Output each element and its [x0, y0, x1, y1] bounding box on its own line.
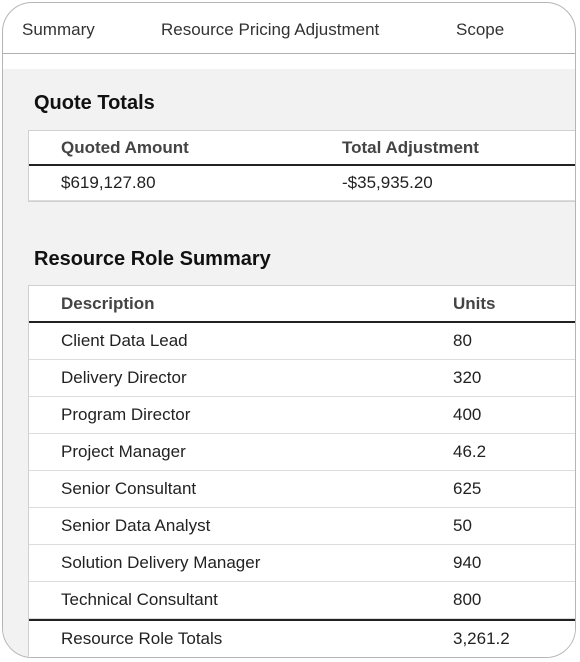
- cell: $619,127.80: [61, 173, 156, 192]
- cell: 400: [453, 405, 482, 424]
- table-row[interactable]: Senior Data Analyst 50: [29, 508, 575, 545]
- table-row[interactable]: Program Director 400: [29, 397, 575, 434]
- cell: Client Data Lead: [61, 331, 188, 350]
- table-row[interactable]: $619,127.80 -$35,935.20: [29, 166, 575, 201]
- section-title: Quote Totals: [34, 92, 155, 114]
- section-title: Resource Role Summary: [34, 248, 271, 270]
- cell: 3,261.2: [453, 629, 510, 648]
- column-header: Total Adjustment: [342, 137, 479, 157]
- cell: Project Manager: [61, 442, 186, 461]
- cell: Senior Data Analyst: [61, 516, 211, 535]
- column-header: Units: [453, 293, 496, 313]
- column-header: Quoted Amount: [61, 137, 189, 157]
- tab[interactable]: Summary: [22, 20, 95, 39]
- cell: Solution Delivery Manager: [61, 553, 261, 572]
- cell: 320: [453, 368, 482, 387]
- tab[interactable]: Resource Pricing Adjustment: [161, 20, 380, 39]
- table: Description Units Client Data Lead 80 Delive…: [28, 285, 575, 657]
- table-row[interactable]: Project Manager 46.2: [29, 434, 575, 471]
- cell: Technical Consultant: [61, 590, 218, 609]
- table-row[interactable]: Delivery Director 320: [29, 360, 575, 397]
- table: Quoted Amount Total Adjustment $619,127.80…: [28, 130, 575, 202]
- cell: 940: [453, 553, 482, 572]
- table-row[interactable]: Senior Consultant 625: [29, 471, 575, 508]
- cell: -$35,935.20: [342, 173, 433, 192]
- cell: 50: [453, 516, 472, 535]
- cell: 46.2: [453, 442, 487, 461]
- cell: 80: [453, 331, 472, 350]
- table-row[interactable]: Client Data Lead 80: [29, 323, 575, 360]
- cell: Delivery Director: [61, 368, 187, 387]
- cell: Program Director: [61, 405, 191, 424]
- tab[interactable]: Scope: [456, 20, 505, 39]
- cell: Resource Role Totals: [61, 629, 223, 648]
- column-header: Description: [61, 293, 155, 313]
- cell: 625: [453, 479, 482, 498]
- cell: Senior Consultant: [61, 479, 197, 498]
- table-row[interactable]: Solution Delivery Manager 940: [29, 545, 575, 582]
- divider: [3, 53, 575, 54]
- table-row[interactable]: Technical Consultant 800: [29, 582, 575, 619]
- header-row: Quoted Amount Total Adjustment: [29, 131, 575, 166]
- table-row[interactable]: Resource Role Totals 3,261.2: [29, 619, 575, 657]
- header-row: Description Units: [29, 286, 575, 323]
- cell: 800: [453, 590, 482, 609]
